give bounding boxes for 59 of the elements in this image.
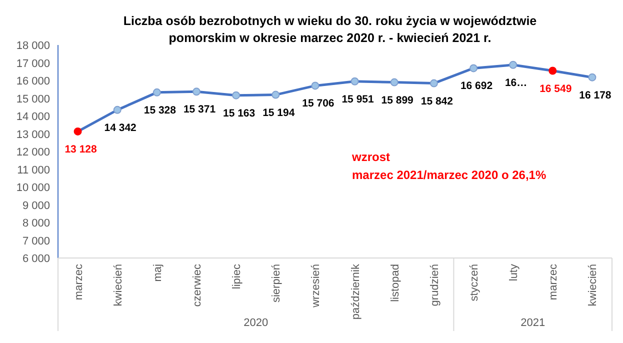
- point: [588, 73, 596, 82]
- y-tick-label: 15 000: [16, 93, 50, 106]
- y-tick-label: 13 000: [16, 128, 50, 141]
- x-tick-label: sierpień: [270, 264, 283, 303]
- data-label: 15 163: [223, 107, 256, 120]
- x-tick-label: maj: [152, 264, 164, 282]
- x-tick-label: październik: [350, 264, 362, 320]
- point: [350, 77, 359, 86]
- x-tick-label: styczeń: [468, 264, 480, 302]
- data-label: 15 706: [302, 98, 334, 110]
- y-tick-label: 16 000: [16, 76, 50, 88]
- y-tick-label: 18 000: [16, 40, 50, 52]
- y-tick-label: 11 000: [17, 164, 50, 176]
- data-label: 16 178: [579, 89, 612, 102]
- y-tick-label: 8 000: [22, 218, 50, 230]
- x-tick-label: wrzesień: [310, 264, 322, 308]
- point: [311, 82, 320, 90]
- y-tick-label: 14 000: [16, 111, 50, 123]
- x-tick-label: lipiec: [231, 264, 244, 290]
- data-label: 15 951: [342, 93, 374, 106]
- y-tick-label: 7 000: [22, 235, 50, 248]
- point: [192, 88, 200, 96]
- chart-title: Liczba osób bezrobotnych w wieku do 30. roku życia w województwie pomorskim w okresie marzec 2020 r. - kwiecień 2021 r.: [123, 14, 537, 45]
- point: [232, 91, 240, 100]
- data-label: 15 371: [183, 104, 216, 116]
- point: [430, 79, 438, 88]
- data-label: 15 842: [420, 95, 454, 108]
- data-label: 16 692: [460, 80, 493, 92]
- x-tick-label: marzec: [72, 264, 85, 300]
- annotation: wzrost marzec 2021/marzec 2020 o 26,1%: [351, 150, 546, 182]
- point: [74, 127, 82, 136]
- point: [113, 106, 122, 114]
- data-label: 16…: [504, 76, 528, 89]
- x-tick-label: czerwiec: [192, 264, 204, 307]
- y-tick-label: 9 000: [22, 200, 50, 212]
- x-tick-label: luty: [508, 264, 520, 282]
- point: [548, 66, 557, 75]
- y-tick-label: 12 000: [16, 146, 50, 158]
- point: [272, 90, 280, 99]
- data-label: 15 328: [144, 104, 176, 116]
- data-label: 15 194: [262, 106, 295, 119]
- x-tick-label: kwiecień: [587, 264, 600, 306]
- point: [509, 60, 518, 69]
- point: [470, 64, 478, 72]
- data-label: 15 899: [381, 94, 414, 106]
- y-tick-label: 17 000: [16, 58, 50, 70]
- data-label: 14 342: [104, 122, 137, 134]
- x-tick-label: listopad: [389, 264, 402, 302]
- y-tick-label: 6 000: [22, 253, 50, 265]
- x-tick-label: grudzień: [428, 264, 441, 306]
- text: 2021: [520, 317, 546, 329]
- data-label: 16 549: [540, 82, 572, 95]
- point: [390, 78, 398, 86]
- x-tick-label: marzec: [548, 264, 560, 300]
- point: [152, 88, 161, 96]
- data-label: 13 128: [64, 143, 97, 156]
- text: 2020: [244, 317, 268, 329]
- y-tick-label: 10 000: [16, 182, 50, 194]
- x-tick-label: kwiecień: [112, 264, 124, 306]
